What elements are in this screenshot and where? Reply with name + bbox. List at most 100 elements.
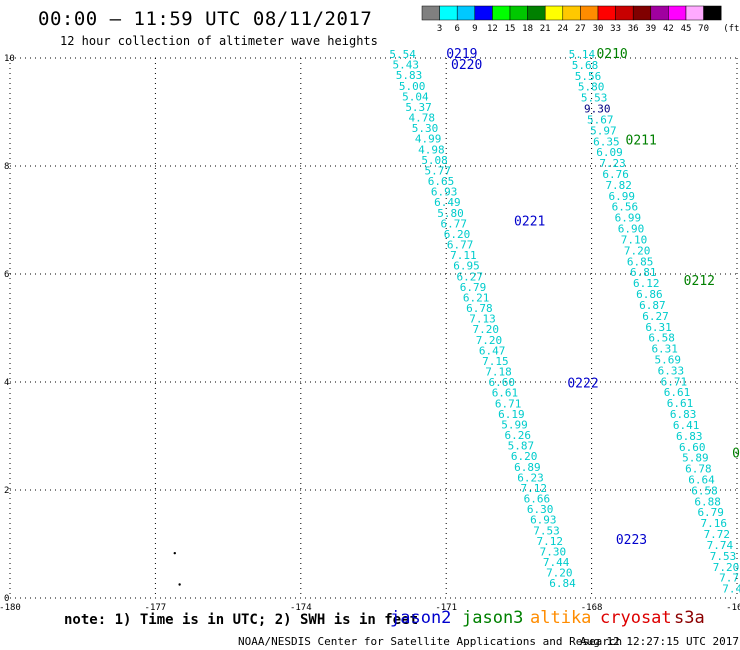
wave-height-value: 6.61: [664, 386, 691, 399]
wave-height-value: 7.16: [701, 517, 728, 530]
wave-height-value: 6.83: [676, 430, 703, 443]
wave-height-value: 6.31: [651, 343, 678, 356]
wave-height-value: 6.95: [453, 260, 480, 273]
wave-height-value: 7.13: [469, 313, 496, 326]
wave-height-value: 6.81: [630, 266, 657, 279]
time-label: 0221: [514, 214, 545, 229]
colorbar-tick-label: 24: [557, 24, 568, 34]
wave-height-value: 6.77: [441, 217, 468, 230]
y-tick-label: 8: [4, 162, 9, 172]
colorbar-swatch: [439, 5, 458, 21]
wave-height-value: 6.30: [527, 503, 554, 516]
colorbar-tick-label: 21: [540, 24, 551, 34]
wave-height-value: 7.12: [520, 482, 547, 495]
wave-height-value: 7.20: [624, 244, 651, 257]
wave-height-value: 4.99: [415, 133, 442, 146]
wave-height-value: 6.88: [694, 495, 721, 508]
colorbar-swatch: [597, 5, 616, 21]
wave-height-value: 6.41: [673, 419, 700, 432]
colorbar-swatch: [632, 5, 652, 21]
time-label: 0219: [446, 47, 477, 62]
wave-height-value: 5.80: [578, 81, 605, 94]
wave-height-value: 5.99: [501, 418, 528, 431]
chart-title: 00:00 – 11:59 UTC 08/11/2017: [38, 8, 373, 30]
wave-height-value: 6.79: [460, 281, 487, 294]
wave-height-value: 5.68: [572, 59, 599, 72]
wave-height-value: 6.56: [612, 201, 639, 214]
wave-height-value: 5.14: [569, 48, 596, 61]
colorbar-tick-label: 70: [698, 24, 709, 34]
wave-height-value: 7.10: [621, 233, 648, 246]
wave-height-value: 6.33: [658, 364, 685, 377]
time-label: 0223: [616, 533, 647, 548]
wave-height-value: 6.77: [447, 239, 474, 252]
wave-height-value: 6.60: [488, 376, 515, 389]
colorbar-swatch: [703, 5, 722, 21]
wave-height-value: 7.72: [704, 528, 731, 541]
wave-height-value: 7.30: [540, 545, 567, 558]
wave-height-value: 6.49: [434, 196, 461, 209]
legend-jason2: jason2: [390, 608, 452, 628]
time-label: 02: [732, 447, 740, 462]
credit-text: NOAA/NESDIS Center for Satellite Applica…: [238, 635, 623, 648]
wave-height-value: 5.67: [587, 113, 614, 126]
wave-height-value: 6.79: [697, 506, 724, 519]
x-tick-label: -174: [290, 603, 312, 613]
colorbar-tick-label: 9: [472, 24, 477, 34]
wave-height-value: 5.04: [402, 90, 429, 103]
wave-height-value: 4.78: [409, 112, 436, 125]
wave-height-value: 6.58: [691, 484, 718, 497]
colorbar-tick-label: 39: [645, 24, 656, 34]
wave-height-value: 6.47: [479, 344, 506, 357]
time-label: 0211: [626, 133, 657, 148]
wave-height-value: 6.93: [530, 514, 557, 527]
wave-height-value: 7.18: [485, 366, 512, 379]
wave-height-value: 6.27: [642, 310, 669, 323]
wave-height-value: 6.89: [514, 461, 541, 474]
x-tick-label: -168: [581, 603, 603, 613]
wave-height-value: 7.82: [605, 179, 632, 192]
wave-height-value: 7.20: [472, 323, 499, 336]
colorbar-tick-label: 42: [663, 24, 674, 34]
legend-jason3: jason3: [462, 608, 524, 628]
colorbar-tick-label: 45: [681, 24, 692, 34]
colorbar-swatch: [421, 5, 440, 21]
wave-height-value: 5.56: [575, 70, 602, 83]
colorbar-tick-label: 36: [628, 24, 639, 34]
wave-height-value: 6.19: [498, 408, 525, 421]
colorbar-swatch: [562, 5, 581, 21]
wave-height-value: 6.12: [633, 277, 660, 290]
wave-height-value: 6.78: [466, 302, 493, 315]
wave-height-value: 6.26: [504, 429, 531, 442]
wave-height-value: 6.90: [618, 223, 645, 236]
wave-height-value: 5.30: [412, 122, 439, 135]
time-label: 0220: [451, 58, 482, 73]
colorbar-swatch: [509, 5, 528, 21]
wave-height-value: 7.23: [599, 157, 626, 170]
time-label: 0210: [596, 47, 627, 62]
colorbar-tick-label: 15: [505, 24, 516, 34]
x-tick-label: -165: [726, 603, 740, 613]
legend-altika: altika: [530, 608, 592, 628]
colorbar-tick-label: 18: [522, 24, 533, 34]
wave-height-value: 7.20: [476, 334, 503, 347]
wave-height-value: 6.23: [517, 471, 544, 484]
colorbar-tick-label: 3: [437, 24, 442, 34]
chart-subtitle: 12 hour collection of altimeter wave hei…: [60, 34, 378, 48]
colorbar-swatch: [580, 5, 599, 21]
wave-height-value: 6.35: [593, 135, 620, 148]
wave-height-value: 6.86: [636, 288, 663, 301]
wave-height-value: 6.76: [602, 168, 629, 181]
wave-height-value: 7.20: [713, 561, 740, 574]
wave-height-value: 6.09: [596, 146, 623, 159]
wave-height-value: 5.97: [590, 124, 617, 137]
wave-height-value: 7.53: [710, 550, 737, 563]
wave-height-value: 5.37: [405, 101, 432, 114]
wave-height-value: 7.4: [722, 583, 740, 596]
colorbar-swatch: [527, 5, 546, 21]
colorbar-swatch: [668, 5, 687, 21]
wave-height-value: 6.85: [627, 255, 654, 268]
wave-height-value: 6.61: [492, 387, 519, 400]
colorbar-tick-label: 12: [487, 24, 498, 34]
